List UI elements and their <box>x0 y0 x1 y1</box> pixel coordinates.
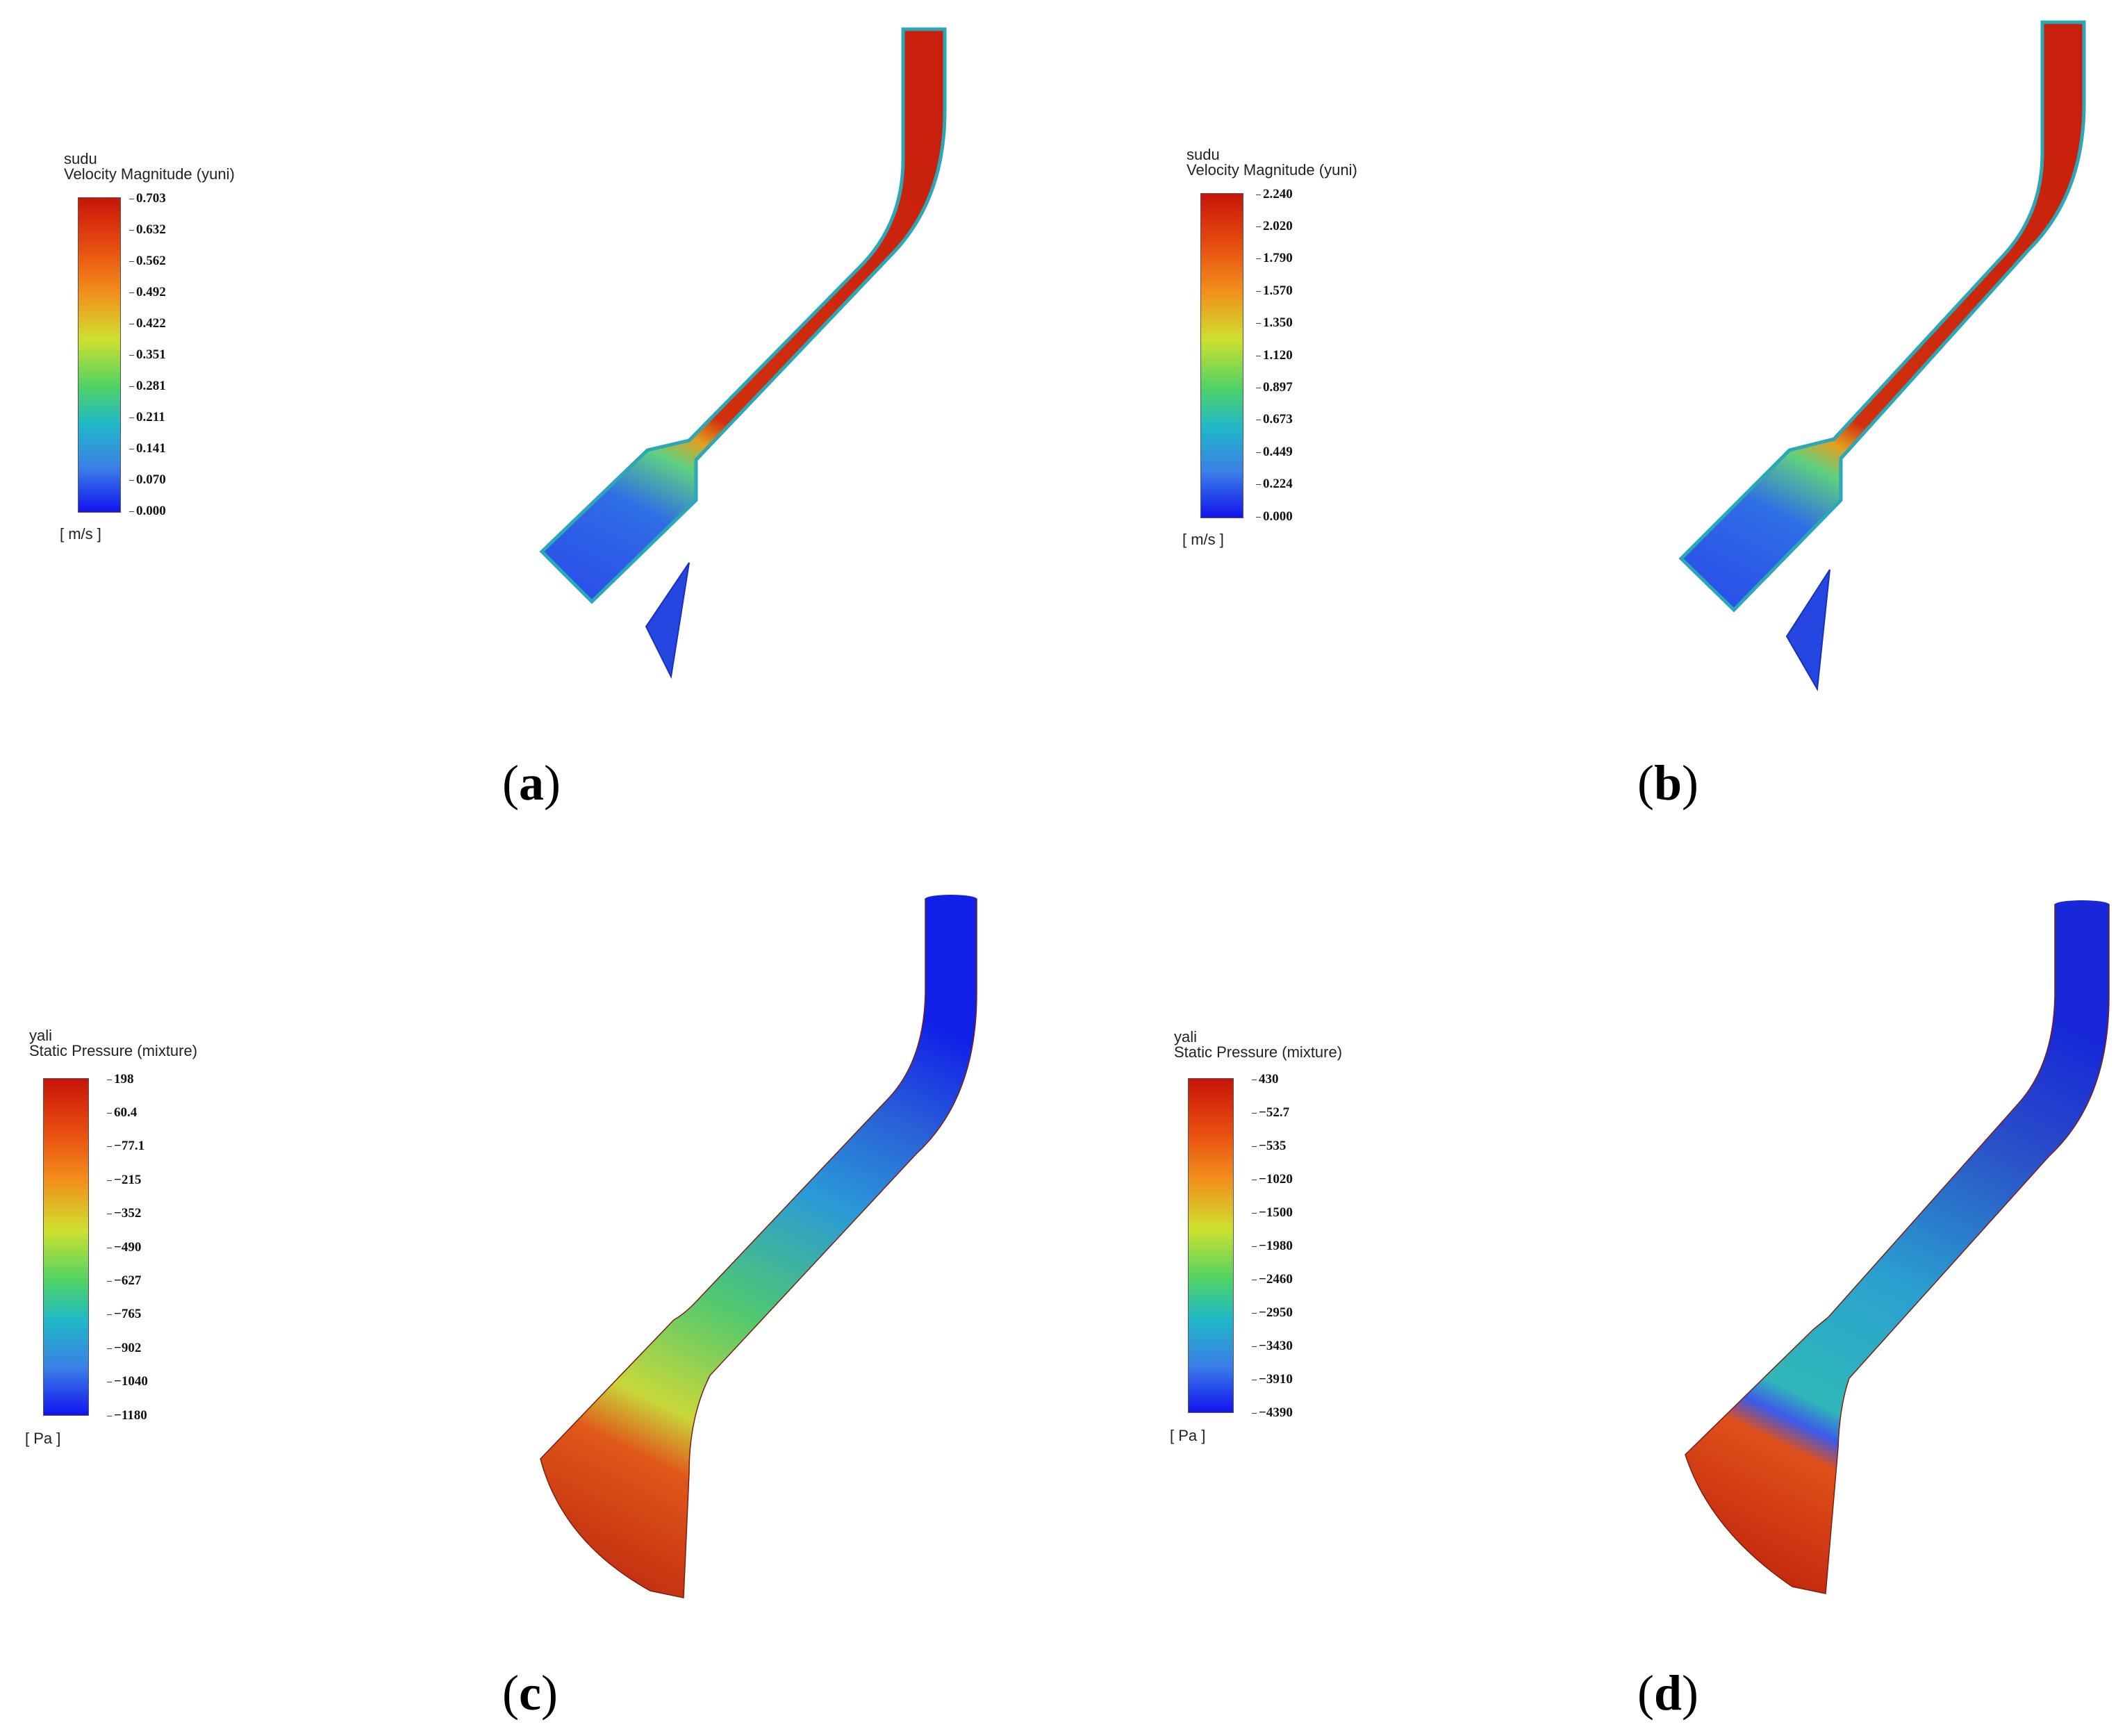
tick-label: 0.673 <box>1256 412 1293 427</box>
tick-label: −627 <box>106 1273 142 1288</box>
tick-label: −1500 <box>1252 1205 1293 1220</box>
tick-label: 0.281 <box>129 379 166 393</box>
legend-unit: [ Pa ] <box>1170 1427 1206 1444</box>
tick-label: −1180 <box>107 1408 147 1423</box>
tick-label: 0.422 <box>129 316 166 331</box>
pipe-outline-b <box>1678 20 2086 613</box>
tick-label: 0.070 <box>129 472 166 487</box>
pressure-contour-d <box>1685 900 2110 1594</box>
tick-label: 0.000 <box>129 504 166 518</box>
tick-label: 60.4 <box>106 1105 138 1120</box>
legend-quantity: Static Pressure (mixture) <box>1174 1043 1343 1061</box>
pipe-outline-a <box>539 27 947 604</box>
pressure-contour-c <box>540 895 977 1598</box>
tick-label: 1.350 <box>1256 315 1293 330</box>
velocity-contour-a <box>539 27 947 679</box>
tick-label: 0.141 <box>129 441 166 456</box>
tick-label: −490 <box>106 1240 142 1255</box>
legend-unit: [ Pa ] <box>25 1430 61 1447</box>
legend-unit: [ m/s ] <box>1182 531 1224 548</box>
tick-label: −4390 <box>1252 1405 1293 1420</box>
tick-label: 0.492 <box>129 285 166 299</box>
colorbar-legend-a: sudu Velocity Magnitude (yuni) 0.703 0.6… <box>60 150 272 554</box>
nozzle-cone-b <box>1785 569 1830 692</box>
legend-quantity: Static Pressure (mixture) <box>29 1042 198 1059</box>
tick-label: 2.020 <box>1256 219 1293 233</box>
tick-label: −2950 <box>1252 1305 1293 1320</box>
pipe-top-rim-d <box>2055 900 2109 909</box>
tick-label: −52.7 <box>1251 1105 1290 1120</box>
tick-label: 0.632 <box>129 222 166 237</box>
caption-a: (a) <box>502 755 561 811</box>
legend-quantity: Velocity Magnitude (yuni) <box>64 165 235 183</box>
tick-label: −902 <box>106 1341 142 1355</box>
colorbar-legend-c: yali Static Pressure (mixture) 198 60.4 … <box>25 1027 258 1452</box>
tick-label: −2460 <box>1252 1272 1293 1287</box>
caption-d: (d) <box>1637 1665 1699 1721</box>
legend-variable: sudu <box>64 150 97 167</box>
tick-label: −3910 <box>1252 1372 1293 1387</box>
tick-label: 0.211 <box>129 410 165 424</box>
pipe-body-c <box>540 897 977 1598</box>
tick-label: 1.120 <box>1256 348 1293 363</box>
tick-label: 1.570 <box>1256 283 1293 298</box>
legend-variable: yali <box>29 1027 53 1044</box>
tick-label: −765 <box>106 1307 142 1321</box>
tick-label: 0.562 <box>129 254 166 268</box>
tick-label: 0.000 <box>1256 509 1293 524</box>
velocity-contour-b <box>1678 20 2086 692</box>
colorbar <box>1200 193 1243 518</box>
tick-label: −352 <box>106 1206 142 1221</box>
tick-label: −1040 <box>107 1374 148 1389</box>
pipe-body-d <box>1685 902 2110 1594</box>
tick-label: 0.897 <box>1256 380 1293 395</box>
tick-label: 198 <box>107 1072 134 1086</box>
colorbar <box>78 197 121 513</box>
colorbar-legend-b: sudu Velocity Magnitude (yuni) 2.240 2.0… <box>1182 146 1395 557</box>
colorbar <box>43 1078 89 1416</box>
colorbar <box>1188 1078 1234 1413</box>
legend-unit: [ m/s ] <box>60 525 101 543</box>
legend-variable: yali <box>1174 1028 1198 1045</box>
nozzle-cone-a <box>645 562 690 679</box>
caption-b: (b) <box>1637 755 1699 811</box>
tick-label: −3430 <box>1252 1339 1293 1353</box>
colorbar-legend-d: yali Static Pressure (mixture) 430 −52.7… <box>1170 1028 1403 1446</box>
tick-label: −77.1 <box>106 1139 145 1153</box>
tick-label: 430 <box>1252 1072 1279 1086</box>
tick-label: 0.351 <box>129 347 166 362</box>
tick-label: −215 <box>106 1173 142 1187</box>
tick-label: 2.240 <box>1256 187 1293 201</box>
caption-c: (c) <box>502 1665 558 1721</box>
legend-quantity: Velocity Magnitude (yuni) <box>1186 161 1357 179</box>
pipe-top-rim-c <box>925 895 977 903</box>
tick-label: 1.790 <box>1256 251 1293 265</box>
tick-label: −1020 <box>1252 1172 1293 1187</box>
legend-variable: sudu <box>1186 146 1220 163</box>
tick-label: 0.449 <box>1256 445 1293 459</box>
tick-label: 0.224 <box>1256 477 1293 491</box>
tick-label: −1980 <box>1252 1239 1293 1253</box>
tick-label: −535 <box>1251 1139 1287 1153</box>
tick-label: 0.703 <box>129 191 166 206</box>
